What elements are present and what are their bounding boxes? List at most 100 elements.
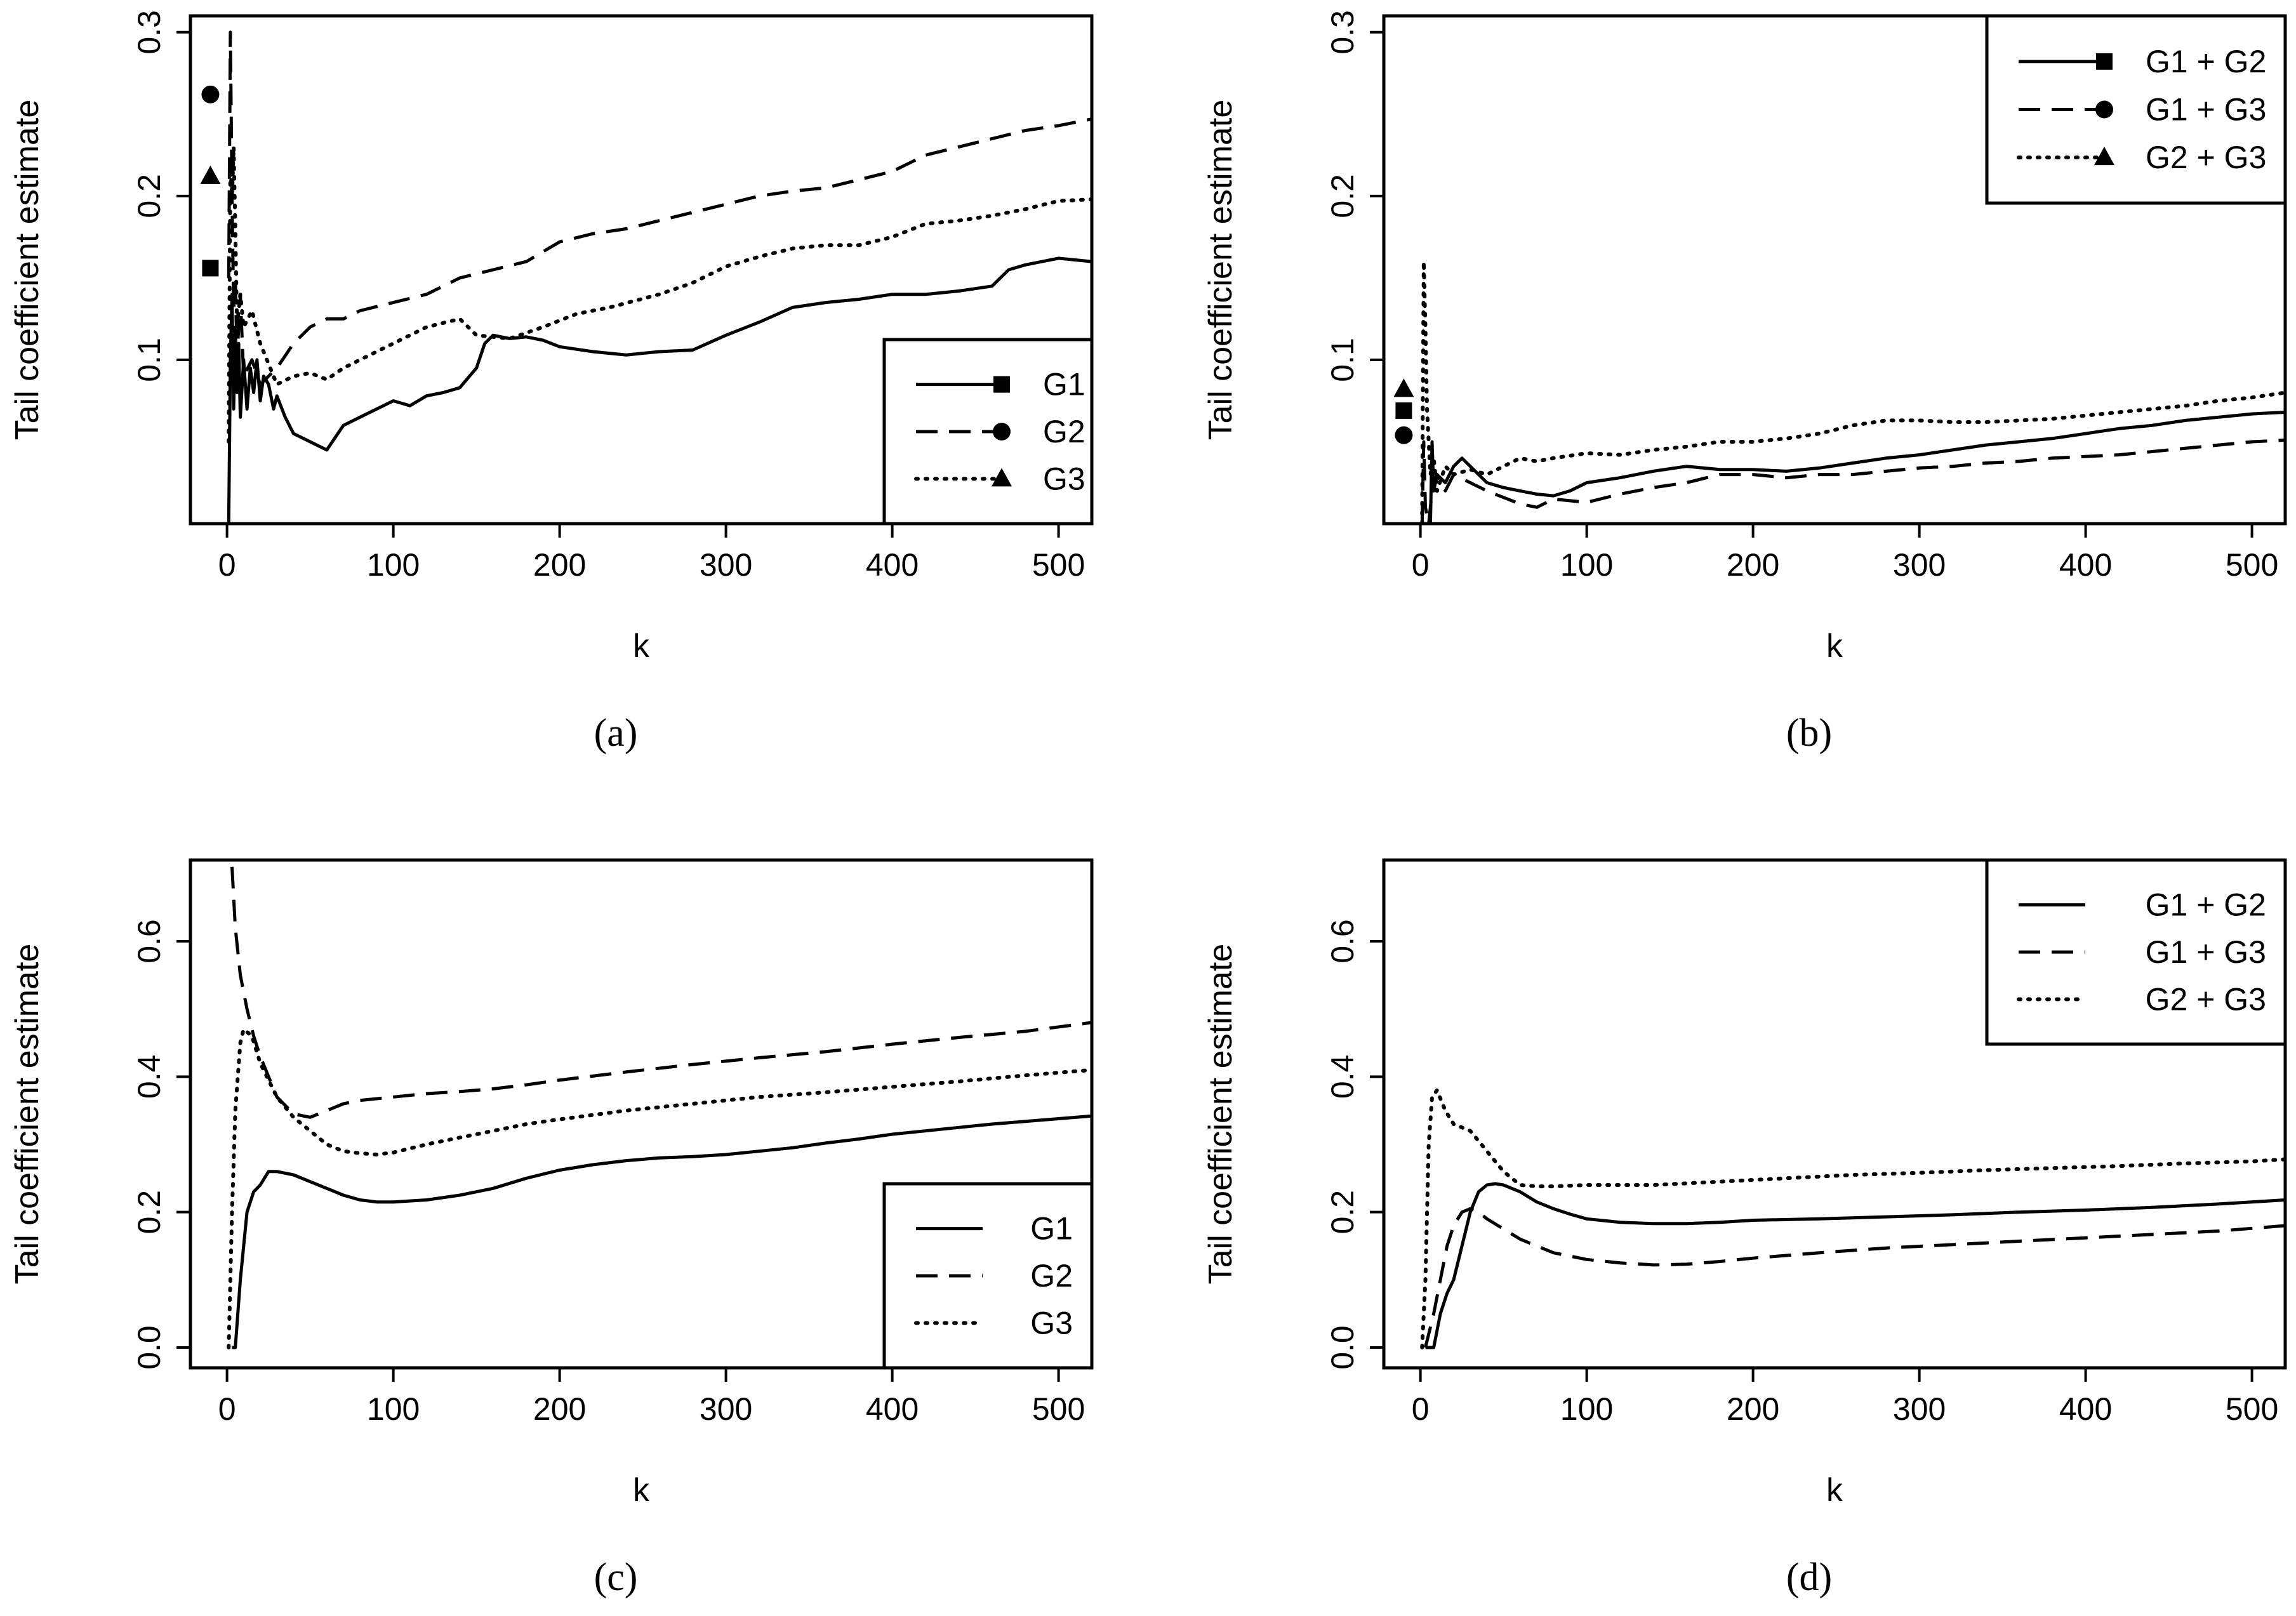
y-tick-label-b: 0.1 bbox=[1325, 338, 1360, 382]
y-axis-label-c: Tail coefficient estimate bbox=[9, 944, 46, 1285]
x-tick-label-b: 400 bbox=[2059, 547, 2112, 583]
x-tick-label-a: 300 bbox=[700, 547, 752, 583]
y-tick-label-c: 0.4 bbox=[131, 1055, 167, 1099]
x-tick-label-b: 200 bbox=[1727, 547, 1779, 583]
x-tick-label-a: 0 bbox=[218, 547, 236, 583]
x-tick-label-a: 200 bbox=[533, 547, 586, 583]
legend-label-b-1: G1 + G2 bbox=[2146, 44, 2266, 79]
legend-label-d-2: G1 + G3 bbox=[2146, 934, 2266, 970]
plot-frame-c bbox=[189, 858, 1094, 1370]
legend-label-b-3: G2 + G3 bbox=[2146, 140, 2266, 175]
legend-label-c-3: G3 bbox=[1030, 1305, 1073, 1341]
series-marker-a-3 bbox=[200, 165, 221, 184]
series-group-d bbox=[1420, 1088, 2285, 1349]
x-tick-label-b: 100 bbox=[1560, 547, 1613, 583]
panel-c: 0 100 200 300 400 500 0.0 0.2 0.4 0.6 k Tail coeffi… bbox=[9, 858, 1094, 1599]
panel-b: 0 100 200 300 400 500 0.1 0.2 0.3 k Tail coefficie… bbox=[1202, 10, 2287, 755]
panel-caption-b: (b) bbox=[1786, 712, 1832, 755]
legend-label-a-3: G3 bbox=[1043, 461, 1085, 496]
series-marker-a-1 bbox=[202, 260, 219, 277]
y-tick-label-c: 0.6 bbox=[131, 919, 167, 964]
x-axis-label-c: k bbox=[633, 1472, 650, 1509]
legend-marker-a-3 bbox=[992, 468, 1012, 487]
legend-label-d-1: G1 + G2 bbox=[2146, 887, 2266, 923]
y-tick-label-b: 0.3 bbox=[1325, 10, 1360, 55]
y-tick-label-a: 0.1 bbox=[131, 338, 167, 382]
series-marker-b-2 bbox=[1395, 426, 1413, 444]
x-tick-label-c: 300 bbox=[700, 1391, 752, 1427]
y-tick-label-c: 0.0 bbox=[131, 1325, 167, 1370]
panel-a: 0 100 200 300 400 500 0.1 0.2 0.3 k Tail coefficie… bbox=[9, 10, 1094, 755]
series-line-b-3 bbox=[1420, 260, 2285, 524]
series-marker-b-3 bbox=[1393, 378, 1414, 397]
y-tick-label-a: 0.2 bbox=[131, 174, 167, 218]
panel-caption-d: (d) bbox=[1786, 1556, 1832, 1599]
legend-marker-b-2 bbox=[2095, 100, 2113, 119]
y-tick-label-a: 0.3 bbox=[131, 10, 167, 55]
x-tick-label-c: 100 bbox=[367, 1391, 420, 1427]
y-tick-label-c: 0.2 bbox=[131, 1190, 167, 1235]
series-line-d-3 bbox=[1420, 1088, 2285, 1349]
x-tick-label-d: 400 bbox=[2059, 1391, 2112, 1427]
series-line-b-2 bbox=[1420, 438, 2285, 524]
legend-d: G1 + G2 G1 + G3 G2 + G3 bbox=[1985, 858, 2287, 1046]
series-line-c-2 bbox=[230, 866, 1092, 1119]
panel-caption-a: (a) bbox=[594, 712, 638, 755]
x-tick-label-c: 0 bbox=[218, 1391, 236, 1427]
panel-d: 0 100 200 300 400 500 0.0 0.2 0.4 0.6 k Tail coeffi… bbox=[1202, 858, 2287, 1599]
legend-b: G1 + G2 G1 + G3 G2 + G3 bbox=[1985, 14, 2287, 205]
plot-frame-b bbox=[1382, 14, 2287, 526]
x-tick-label-d: 500 bbox=[2226, 1391, 2278, 1427]
x-axis-label-b: k bbox=[1826, 628, 1843, 665]
plot-frame-d bbox=[1382, 858, 2287, 1370]
x-axis-label-a: k bbox=[633, 628, 650, 665]
series-line-b-1 bbox=[1422, 411, 2285, 524]
x-tick-label-d: 100 bbox=[1560, 1391, 1613, 1427]
legend-marker-a-2 bbox=[993, 423, 1011, 440]
y-tick-label-d: 0.2 bbox=[1325, 1190, 1360, 1235]
legend-label-a-2: G2 bbox=[1043, 414, 1085, 449]
y-tick-label-d: 0.4 bbox=[1325, 1055, 1360, 1099]
x-tick-label-c: 500 bbox=[1032, 1391, 1085, 1427]
legend-label-b-2: G1 + G3 bbox=[2146, 92, 2266, 128]
legend-marker-b-1 bbox=[2096, 53, 2113, 70]
x-tick-label-d: 300 bbox=[1893, 1391, 1946, 1427]
panel-caption-c: (c) bbox=[594, 1556, 638, 1599]
legend-marker-b-3 bbox=[2094, 147, 2114, 166]
legend-label-d-3: G2 + G3 bbox=[2146, 981, 2266, 1017]
series-line-a-1 bbox=[227, 256, 1092, 524]
legend-marker-a-1 bbox=[993, 376, 1010, 393]
series-marker-a-2 bbox=[201, 85, 220, 103]
series-line-a-2 bbox=[227, 30, 1092, 387]
series-line-d-2 bbox=[1424, 1207, 2285, 1348]
plot-frame-a bbox=[189, 14, 1094, 526]
x-axis-label-d: k bbox=[1826, 1472, 1843, 1509]
legend-label-a-1: G1 bbox=[1043, 367, 1085, 402]
legend-a: G1 G2 G3 bbox=[882, 338, 1094, 526]
x-tick-label-b: 300 bbox=[1893, 547, 1946, 583]
legend-c: G1 G2 G3 bbox=[882, 1182, 1094, 1370]
series-group-b bbox=[1420, 260, 2285, 524]
series-group-a bbox=[227, 30, 1092, 524]
x-tick-label-a: 400 bbox=[866, 547, 919, 583]
y-axis-label-d: Tail coefficient estimate bbox=[1202, 944, 1239, 1285]
x-tick-label-d: 200 bbox=[1727, 1391, 1779, 1427]
x-tick-label-c: 200 bbox=[533, 1391, 586, 1427]
series-marker-b-1 bbox=[1395, 402, 1412, 419]
y-tick-label-b: 0.2 bbox=[1325, 174, 1360, 218]
series-line-d-1 bbox=[1425, 1182, 2285, 1349]
x-tick-label-a: 500 bbox=[1032, 547, 1085, 583]
legend-label-c-1: G1 bbox=[1030, 1211, 1073, 1247]
series-group-c bbox=[227, 866, 1092, 1349]
x-tick-label-c: 400 bbox=[866, 1391, 919, 1427]
y-tick-label-d: 0.6 bbox=[1325, 919, 1360, 964]
y-axis-label-a: Tail coefficient estimate bbox=[9, 100, 46, 440]
x-tick-label-b: 0 bbox=[1412, 547, 1430, 583]
series-line-c-1 bbox=[232, 1114, 1092, 1349]
x-tick-label-b: 500 bbox=[2226, 547, 2278, 583]
legend-label-c-2: G2 bbox=[1030, 1258, 1073, 1294]
y-tick-label-d: 0.0 bbox=[1325, 1325, 1360, 1370]
series-line-a-3 bbox=[227, 145, 1092, 444]
x-tick-label-d: 0 bbox=[1412, 1391, 1430, 1427]
